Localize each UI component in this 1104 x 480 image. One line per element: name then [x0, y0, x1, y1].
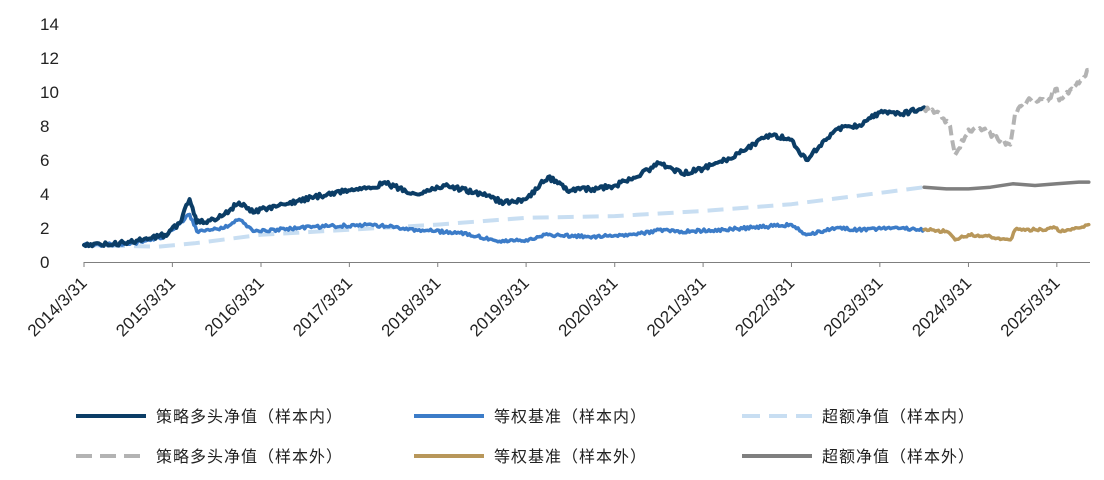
- y-tick-label: 0: [40, 253, 49, 272]
- y-tick-label: 6: [40, 151, 49, 170]
- x-tick-label: 2017/3/31: [289, 273, 356, 340]
- legend-label-3: 超额净值（样本内）: [822, 407, 975, 426]
- x-tick-label: 2019/3/31: [466, 273, 533, 340]
- x-tick-label: 2018/3/31: [378, 273, 445, 340]
- x-tick-label: 2015/3/31: [112, 273, 179, 340]
- x-tick-label: 2022/3/31: [731, 273, 798, 340]
- legend-label-2: 等权基准（样本内）: [494, 407, 647, 426]
- x-tick-label: 2023/3/31: [820, 273, 887, 340]
- series-line-3: [83, 185, 925, 249]
- x-tick-label: 2020/3/31: [555, 273, 622, 340]
- legend-label-4: 策略多头净值（样本外）: [156, 447, 343, 466]
- x-tick-label: 2021/3/31: [643, 273, 710, 340]
- legend: 策略多头净值（样本内） 等权基准（样本内） 超额净值（样本内） 策略多头净值（样本外）…: [76, 407, 975, 466]
- x-tick-label: 2014/3/31: [24, 273, 91, 340]
- x-tick-label: 2016/3/31: [201, 273, 268, 340]
- y-tick-label: 12: [40, 49, 59, 68]
- series-layer: [82, 67, 1091, 249]
- series-line-6: [922, 180, 1091, 191]
- axes: 0 2 4 6 8 10 12 14 2014/3/31 2015/3/31 2016/3/31 20…: [24, 15, 1090, 340]
- legend-label-5: 等权基准（样本外）: [494, 447, 647, 466]
- y-tick-label: 10: [40, 83, 59, 102]
- series-line-2: [82, 212, 926, 249]
- y-tick-label: 8: [40, 117, 49, 136]
- series-line-5: [922, 222, 1091, 242]
- y-tick-label: 2: [40, 219, 49, 238]
- x-tick-label: 2025/3/31: [997, 273, 1064, 340]
- legend-label-1: 策略多头净值（样本内）: [156, 407, 343, 426]
- y-tick-label: 14: [40, 15, 59, 34]
- y-tick-label: 4: [40, 185, 49, 204]
- series-line-4: [922, 67, 1090, 157]
- series-line-1: [82, 105, 927, 249]
- legend-label-6: 超额净值（样本外）: [822, 447, 975, 466]
- x-tick-label: 2024/3/31: [908, 273, 975, 340]
